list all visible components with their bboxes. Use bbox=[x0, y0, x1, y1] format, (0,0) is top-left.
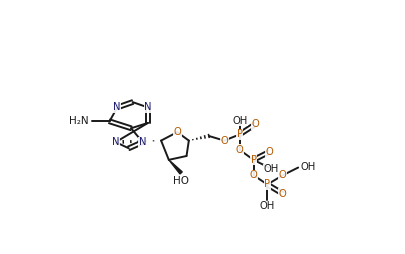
Text: O: O bbox=[235, 145, 243, 155]
Text: P: P bbox=[236, 130, 242, 139]
Text: O: O bbox=[249, 170, 257, 180]
Text: N: N bbox=[113, 102, 121, 113]
Text: N: N bbox=[139, 137, 146, 147]
Text: P: P bbox=[250, 155, 256, 165]
Text: HO: HO bbox=[173, 176, 189, 186]
Text: OH: OH bbox=[263, 164, 278, 174]
Text: O: O bbox=[278, 189, 286, 199]
Text: N: N bbox=[112, 137, 119, 147]
Text: OH: OH bbox=[300, 162, 315, 172]
Polygon shape bbox=[168, 160, 182, 174]
Text: N: N bbox=[144, 102, 151, 113]
Text: OH: OH bbox=[231, 116, 247, 125]
Text: O: O bbox=[264, 147, 272, 157]
Text: O: O bbox=[278, 170, 286, 180]
Text: OH: OH bbox=[259, 201, 274, 211]
Text: H₂N: H₂N bbox=[69, 116, 89, 126]
Text: P: P bbox=[264, 180, 270, 189]
Text: O: O bbox=[173, 127, 181, 137]
Text: O: O bbox=[220, 136, 228, 146]
Text: O: O bbox=[251, 119, 258, 130]
